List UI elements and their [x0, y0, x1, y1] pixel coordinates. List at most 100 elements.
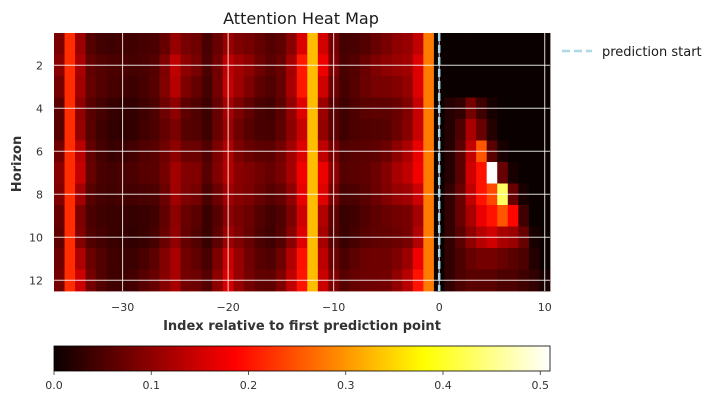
heatmap-cell	[528, 33, 540, 55]
heatmap-cell	[476, 162, 488, 184]
heatmap-cell	[54, 248, 65, 270]
heatmap-cell	[75, 248, 87, 270]
heatmap-cell	[275, 248, 287, 270]
colorbar-tick-label: 0.1	[143, 379, 161, 392]
heatmap-cell	[412, 76, 424, 98]
heatmap-cell	[412, 119, 424, 141]
heatmap-cell	[444, 33, 456, 55]
heatmap-cell	[296, 205, 308, 227]
heatmap-cell	[497, 205, 509, 227]
heatmap-cell	[254, 205, 266, 227]
heatmap-cell	[275, 162, 287, 184]
heatmap-cell	[170, 76, 182, 98]
y-tick-label: 8	[36, 188, 43, 201]
heatmap-cell	[518, 248, 530, 270]
heatmap-cell	[444, 76, 456, 98]
heatmap-cell	[148, 76, 160, 98]
heatmap-cell	[381, 33, 393, 55]
heatmap-cell	[75, 205, 87, 227]
heatmap-cell	[476, 33, 488, 55]
heatmap-cell	[254, 33, 266, 55]
heatmap-cell	[528, 205, 540, 227]
heatmap-cell	[265, 162, 277, 184]
heatmap-cell	[191, 205, 203, 227]
heatmap-cell	[243, 119, 255, 141]
heatmap-cell	[64, 76, 76, 98]
heatmap-cell	[106, 248, 118, 270]
heatmap-cell	[296, 76, 308, 98]
heatmap-cell	[476, 248, 488, 270]
heatmap-cell	[201, 248, 213, 270]
heatmap-cell	[507, 248, 519, 270]
heatmap-cell	[486, 248, 498, 270]
heatmap-cell	[75, 33, 87, 55]
heatmap-cell	[75, 119, 87, 141]
heatmap-cell	[85, 162, 97, 184]
heatmap-cell	[465, 248, 477, 270]
heatmap-cell	[75, 76, 87, 98]
heatmap-cell	[497, 162, 509, 184]
x-tick-label: −20	[217, 301, 240, 314]
heatmap-cell	[317, 119, 329, 141]
heatmap-cell	[518, 205, 530, 227]
y-tick-label: 6	[36, 145, 43, 158]
heatmap-cell	[148, 205, 160, 227]
heatmap-cell	[370, 33, 382, 55]
heatmap-cell	[349, 205, 361, 227]
heatmap-cell	[212, 162, 224, 184]
heatmap-cell	[54, 119, 65, 141]
heatmap-cell	[170, 119, 182, 141]
x-tick-label: 0	[436, 301, 443, 314]
x-axis-label: Index relative to first prediction point	[163, 319, 441, 334]
heatmap-cell	[349, 119, 361, 141]
heatmap-cell	[64, 119, 76, 141]
colorbar-ticks: 0.0 0.1 0.2 0.3 0.4 0.5	[45, 371, 549, 392]
colorbar-tick-label: 0.2	[240, 379, 258, 392]
heatmap-cell	[507, 76, 519, 98]
heatmap-cell	[476, 205, 488, 227]
heatmap-cell	[402, 248, 414, 270]
heatmap-cell	[465, 205, 477, 227]
heatmap-cell	[159, 162, 171, 184]
heatmap-cell	[412, 33, 424, 55]
heatmap-cell	[391, 33, 403, 55]
heatmap-cell	[465, 162, 477, 184]
heatmap-cell	[476, 119, 488, 141]
heatmap-cell	[391, 76, 403, 98]
heatmap-cell	[275, 76, 287, 98]
heatmap-cell	[148, 119, 160, 141]
heatmap-cell	[412, 162, 424, 184]
heatmap-cell	[412, 205, 424, 227]
heatmap-cell	[360, 248, 371, 270]
x-tick-label: −30	[111, 301, 134, 314]
heatmap-cell	[54, 76, 65, 98]
heatmap-cell	[391, 119, 403, 141]
heatmap-cell	[275, 205, 287, 227]
heatmap-cell	[338, 33, 350, 55]
heatmap-cell	[96, 248, 108, 270]
heatmap-cell	[370, 119, 382, 141]
heatmap-cell	[360, 162, 371, 184]
heatmap-cell	[465, 76, 477, 98]
heatmap-cell	[423, 162, 435, 184]
heatmap-cell	[265, 248, 277, 270]
heatmap-cell	[96, 76, 108, 98]
gridlines	[54, 33, 550, 291]
heatmap-cell	[465, 33, 477, 55]
heatmap-cells	[54, 33, 551, 292]
heatmap-cell	[159, 248, 171, 270]
heatmap-cell	[254, 248, 266, 270]
heatmap-cell	[497, 119, 509, 141]
heatmap-cell	[286, 33, 298, 55]
heatmap-cell	[349, 162, 361, 184]
heatmap-cell	[64, 33, 76, 55]
heatmap-cell	[254, 76, 266, 98]
heatmap-cell	[423, 248, 435, 270]
heatmap-cell	[455, 76, 466, 98]
heatmap-cell	[201, 76, 213, 98]
heatmap-cell	[518, 119, 530, 141]
heatmap-cell	[317, 205, 329, 227]
heatmap-cell	[96, 162, 108, 184]
heatmap-cell	[106, 76, 118, 98]
heatmap-cell	[381, 248, 393, 270]
